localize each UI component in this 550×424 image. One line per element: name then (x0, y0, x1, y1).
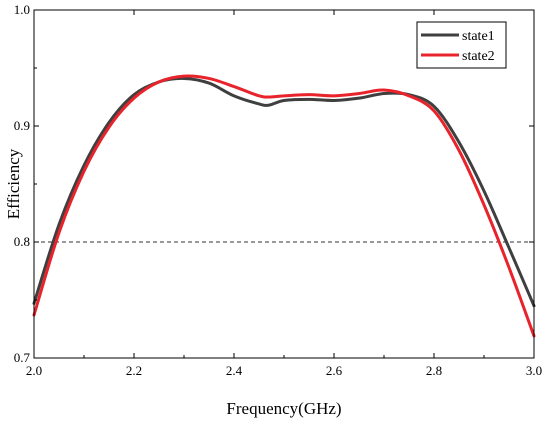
x-tick-label: 2.2 (126, 363, 142, 378)
y-tick-label: 0.7 (14, 350, 31, 365)
x-tick-label: 2.8 (426, 363, 442, 378)
legend-box (416, 21, 507, 69)
y-tick-label: 1.0 (14, 2, 30, 17)
x-tick-label: 2.6 (326, 363, 343, 378)
series-group (32, 74, 536, 338)
axes: 2.0 2.2 2.4 2.6 2.8 3.0 0.7 0.8 0.9 1.0 (14, 2, 542, 378)
y-tick-label: 0.9 (14, 118, 30, 133)
y-tick-label: 0.8 (14, 234, 30, 249)
legend: state1 state2 (416, 21, 507, 69)
legend-label-state2: state2 (462, 49, 495, 64)
x-tick-label: 2.0 (26, 363, 42, 378)
x-tick-label: 2.4 (226, 363, 243, 378)
series-line-state2 (32, 74, 536, 338)
series-line-state1 (32, 76, 536, 308)
x-tick-label: 3.0 (526, 363, 542, 378)
x-axis-title: Frequency(GHz) (226, 399, 341, 418)
legend-label-state1: state1 (462, 29, 495, 44)
y-axis-title: Efficiency (4, 148, 23, 219)
